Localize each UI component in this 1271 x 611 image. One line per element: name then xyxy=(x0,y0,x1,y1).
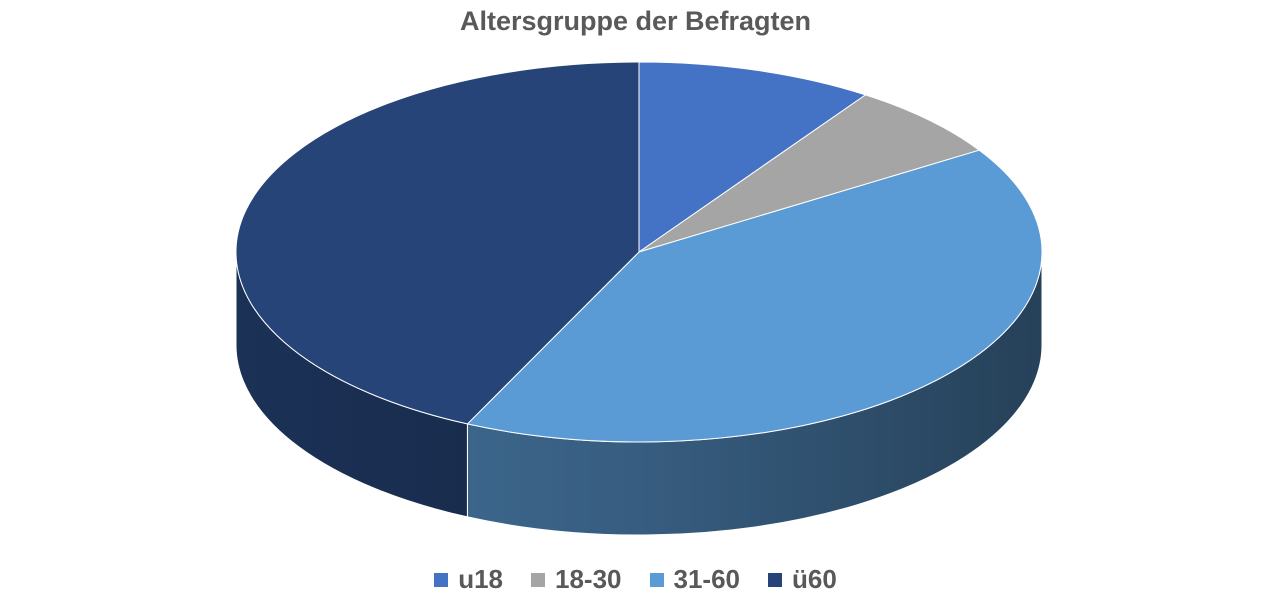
legend-swatch xyxy=(531,572,545,587)
chart-title: Altersgruppe der Befragten xyxy=(459,6,812,36)
pie-slice-u60 xyxy=(235,61,640,425)
legend-label: u18 xyxy=(458,564,503,594)
pie-slice-18-30 xyxy=(638,94,980,253)
legend-label: 31-60 xyxy=(673,564,741,594)
legend-item-u18: u18 xyxy=(434,564,503,595)
legend-item-31-60: 31-60 xyxy=(649,564,741,595)
chart-legend: u18 18-30 31-60 ü60 xyxy=(0,564,1271,595)
legend-swatch xyxy=(768,572,782,587)
pie-top-layer xyxy=(235,61,1043,443)
legend-label: ü60 xyxy=(792,564,837,594)
legend-item-u60: ü60 xyxy=(768,564,837,595)
legend-swatch xyxy=(434,572,449,587)
legend-swatch xyxy=(649,572,664,587)
legend-label: 18-30 xyxy=(555,564,622,594)
pie-slice-31-60 xyxy=(466,149,1043,443)
legend-item-18-30: 18-30 xyxy=(531,564,622,595)
pie-slice-u18 xyxy=(638,61,867,253)
